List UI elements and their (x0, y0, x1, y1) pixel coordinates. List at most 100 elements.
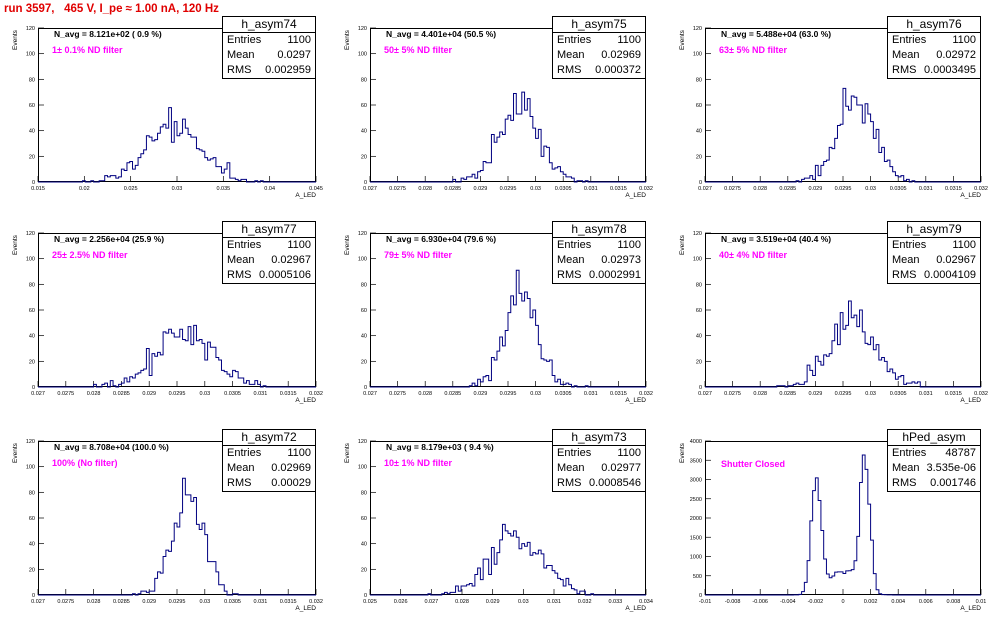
y-tick-label: 2500 (690, 497, 702, 503)
x-tick-label: 0.03 (172, 186, 183, 192)
x-tick-label: 0.028 (418, 391, 432, 397)
x-tick-label: 0.0315 (280, 599, 297, 605)
stats-key: Entries (557, 239, 592, 251)
x-tick-label: -0.006 (752, 599, 768, 605)
stats-key: Mean (892, 462, 920, 474)
histogram-line (370, 269, 646, 388)
stats-value: 0.0004109 (924, 269, 976, 281)
x-tick-label: 0.029 (474, 391, 488, 397)
y-tick-label: 80 (29, 490, 35, 496)
stats-key: Entries (892, 447, 927, 459)
stats-box: h_asym74 Entries 1100 Mean 0.0297 RMS 0.002959 (222, 16, 316, 79)
stats-key: RMS (227, 64, 252, 76)
x-tick-label: 0.0305 (890, 186, 907, 192)
y-tick-label: 1000 (690, 555, 702, 561)
x-tick-label: 0.0285 (113, 599, 130, 605)
stats-row-mean: Mean 3.535e-06 (888, 461, 980, 476)
filter-label: 63± 5% ND filter (719, 45, 787, 55)
y-tick-label: 40 (361, 542, 367, 548)
stats-row-entries: Entries 1100 (223, 446, 315, 461)
histogram-name: hPed_asym (888, 430, 980, 446)
y-tick-label: 3500 (690, 458, 702, 464)
x-tick-label: 0.004 (891, 599, 905, 605)
histogram-name: h_asym79 (888, 222, 980, 238)
stats-key: Mean (557, 462, 585, 474)
histogram-plot: 0 20 40 60 80 100 120 0.027 0.0275 0.028 0.0285 0.0… (26, 231, 323, 397)
histogram-line (705, 454, 981, 596)
y-tick-label: 100 (358, 257, 367, 263)
x-tick-label: -0.004 (780, 599, 796, 605)
y-tick-label: 60 (361, 516, 367, 522)
x-tick-label: 0.0275 (724, 186, 741, 192)
stats-value: 1100 (617, 239, 641, 251)
y-tick-label: 60 (696, 308, 702, 314)
stats-row-mean: Mean 0.02969 (553, 48, 645, 63)
stats-value: 3.535e-06 (926, 462, 976, 474)
y-tick-label: 120 (26, 231, 35, 237)
y-tick-label: 2000 (690, 516, 702, 522)
x-tick-label: 0.0295 (500, 186, 517, 192)
y-axis-label: Events (679, 443, 686, 463)
stats-value: 1100 (287, 447, 311, 459)
y-tick-label: 120 (358, 26, 367, 32)
y-tick-label: 20 (696, 359, 702, 365)
x-tick-label: 0.031 (254, 391, 268, 397)
histogram-plot: 0 20 40 60 80 100 120 0.015 0.02 0.025 0.03 0.035 0.… (26, 26, 323, 192)
filter-label: 1± 0.1% ND filter (52, 45, 123, 55)
y-tick-label: 100 (26, 465, 35, 471)
histogram-line (705, 87, 981, 183)
y-tick-label: 0 (32, 385, 35, 391)
filter-label: 40± 4% ND filter (719, 250, 787, 260)
histogram-name: h_asym72 (223, 430, 315, 446)
n-avg-label: N_avg = 8.121e+02 ( 0.9 %) (54, 29, 162, 39)
x-tick-label: 0 (841, 599, 844, 605)
histogram-panel-h_asym73: 0 20 40 60 80 100 120 0.025 0.026 0.027 0.028 0.029… (344, 429, 653, 612)
x-tick-label: 0.026 (394, 599, 408, 605)
y-tick-label: 60 (361, 103, 367, 109)
x-tick-label: 0.035 (216, 186, 230, 192)
stats-value: 0.02973 (601, 254, 641, 266)
x-tick-label: 0.032 (309, 391, 323, 397)
x-tick-label: 0.04 (264, 186, 275, 192)
x-tick-label: 0.029 (486, 599, 500, 605)
x-tick-label: 0.032 (974, 186, 988, 192)
y-tick-label: 0 (32, 593, 35, 599)
y-tick-label: 0 (364, 180, 367, 186)
x-tick-label: 0.028 (753, 186, 767, 192)
x-tick-label: 0.028 (455, 599, 469, 605)
stats-value: 0.02972 (936, 49, 976, 61)
filter-label: 100% (No filter) (52, 458, 118, 468)
histogram-plot: 0 20 40 60 80 100 120 0.027 0.0275 0.028 0.0285 0.0… (358, 26, 653, 192)
y-tick-label: 20 (361, 359, 367, 365)
y-tick-label: 80 (696, 282, 702, 288)
y-tick-label: 40 (29, 334, 35, 340)
x-tick-label: -0.01 (699, 599, 712, 605)
y-axis-label: Events (344, 30, 351, 50)
y-axis-label: Events (679, 30, 686, 50)
x-tick-label: 0.0285 (779, 186, 796, 192)
histogram-plot: 0 20 40 60 80 100 120 0.027 0.0275 0.028 0.0285 0.0… (693, 26, 988, 192)
y-tick-label: 500 (693, 574, 702, 580)
stats-key: Entries (892, 34, 927, 46)
y-tick-label: 0 (699, 180, 702, 186)
y-tick-label: 100 (358, 465, 367, 471)
stats-key: Entries (557, 34, 592, 46)
x-axis-label: A_LED (960, 605, 981, 612)
n-avg-label: N_avg = 8.708e+04 (100.0 %) (54, 442, 169, 452)
x-tick-label: 0.045 (309, 186, 323, 192)
histogram-line (370, 523, 646, 596)
x-tick-label: 0.029 (474, 186, 488, 192)
x-tick-label: 0.0305 (555, 391, 572, 397)
x-tick-label: 0.0315 (280, 391, 297, 397)
n-avg-label: N_avg = 8.179e+03 ( 9.4 %) (386, 442, 494, 452)
x-tick-label: 0.0305 (224, 599, 241, 605)
n-avg-label: N_avg = 2.256e+04 (25.9 %) (54, 234, 165, 244)
stats-key: Entries (227, 34, 262, 46)
stats-key: RMS (227, 477, 252, 489)
y-tick-label: 40 (361, 334, 367, 340)
stats-row-rms: RMS 0.001746 (888, 476, 980, 491)
y-axis-label: Events (679, 235, 686, 255)
stats-value: 0.02977 (601, 462, 641, 474)
stats-key: Mean (892, 49, 920, 61)
stats-box: hPed_asym Entries 48787 Mean 3.535e-06 RMS 0.0… (887, 429, 981, 492)
